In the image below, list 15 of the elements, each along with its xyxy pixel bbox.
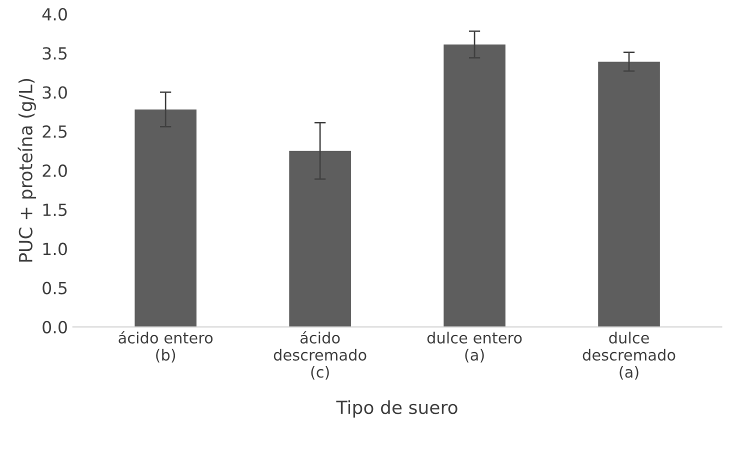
x-tick-label: ácido descremado (c) xyxy=(274,331,366,380)
y-tick-label: 0.0 xyxy=(42,320,67,334)
x-tick-label: dulce entero (a) xyxy=(427,332,522,362)
x-tick-label: ácido entero (b) xyxy=(118,331,213,362)
x-tick-label: dulce descremado (a) xyxy=(582,332,676,380)
x-axis-title: Tipo de suero xyxy=(336,400,458,418)
y-tick-label: 4.0 xyxy=(42,8,67,21)
y-tick-label: 2.5 xyxy=(42,125,67,138)
y-tick-label: 0.5 xyxy=(42,282,67,294)
y-axis-title: PUC + proteína (g/L) xyxy=(18,79,36,262)
y-tick-label: 3.5 xyxy=(42,47,67,60)
y-tick-label: 1.5 xyxy=(43,204,67,216)
y-tick-label: 2.0 xyxy=(42,164,67,178)
y-tick-label: 1.0 xyxy=(43,242,67,256)
y-tick-label: 3.0 xyxy=(42,86,67,99)
